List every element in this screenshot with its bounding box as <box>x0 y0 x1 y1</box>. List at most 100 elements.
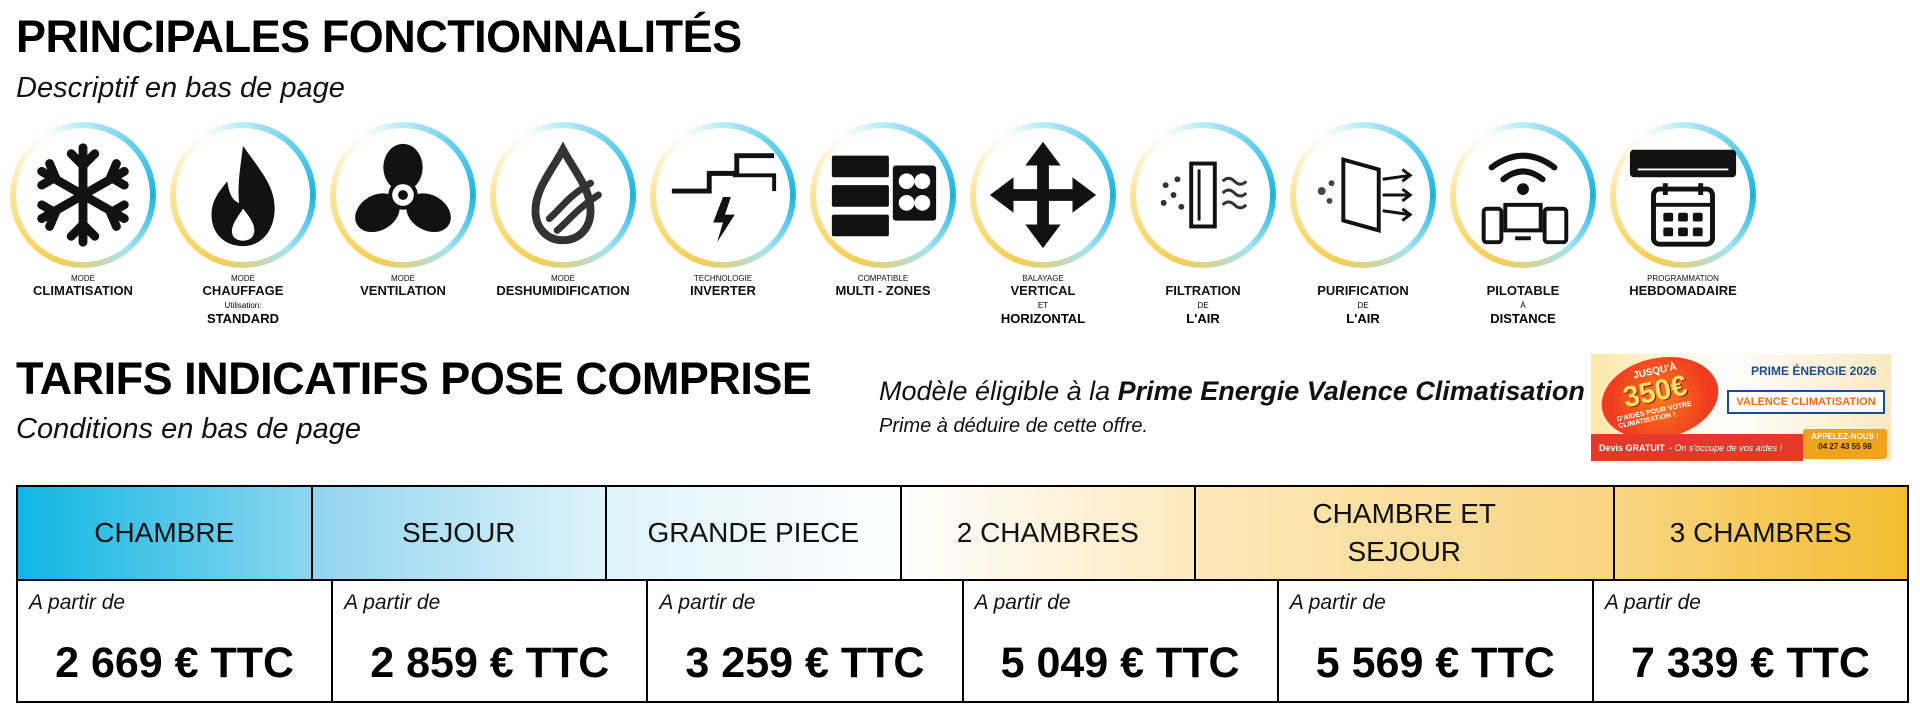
price-value: 5 049 € TTC <box>1000 639 1240 687</box>
feature-label-2: L'AIR <box>1186 311 1220 327</box>
prime-energie-banner: JUSQU'À 350€ D'AIDES POUR VOTRE CLIMATIS… <box>1591 354 1891 461</box>
feature-label-2: HORIZONTAL <box>1000 311 1086 327</box>
feature-connector: À <box>1520 300 1526 310</box>
from-label: A partir de <box>659 591 756 614</box>
price-header-5: CHAMBRE ET SEJOUR <box>1196 487 1615 579</box>
fan-icon <box>355 143 451 233</box>
price-cell-2: A partir de 2 859 € TTC <box>333 581 649 701</box>
prime-eligibility: Modèle éligible à la Prime Energie Valen… <box>879 376 1585 438</box>
price-header-1: CHAMBRE <box>18 487 313 579</box>
price-value: 3 259 € TTC <box>685 639 925 687</box>
feature-pilotable: PILOTABLE À DISTANCE <box>1448 122 1598 327</box>
banner-call: APPELEZ-NOUS ! 04 27 43 55 98 <box>1803 429 1887 459</box>
feature-badge <box>810 122 956 268</box>
feature-label: VENTILATION <box>360 283 446 298</box>
feature-label-2: DISTANCE <box>1490 311 1556 327</box>
price-header-2: SEJOUR <box>312 487 607 579</box>
feature-badge <box>1610 122 1756 268</box>
feature-badge <box>330 122 476 268</box>
feature-connector: DE <box>1197 300 1209 310</box>
feature-connector: DE <box>1357 300 1369 310</box>
feature-kicker: MODE <box>71 274 95 283</box>
feature-kicker: TECHNOLOGIE <box>693 274 753 283</box>
feature-inverter: TECHNOLOGIE INVERTER <box>648 122 798 298</box>
feature-badge <box>10 122 156 268</box>
feature-filtration: FILTRATION DE L'AIR <box>1128 122 1278 327</box>
feature-badge <box>1130 122 1276 268</box>
prime-deduction-note: Prime à déduire de cette offre. <box>879 415 1149 437</box>
features-row: MODE CLIMATISATION MODE CHAUFFAGE Utilisatio… <box>8 122 1768 327</box>
purification-icon <box>1317 157 1413 233</box>
feature-badge <box>970 122 1116 268</box>
feature-kicker: BALAYAGE <box>1022 274 1064 283</box>
feature-climatisation: MODE CLIMATISATION <box>8 122 158 298</box>
feature-kicker: COMPATIBLE <box>857 274 909 283</box>
feature-kicker: MODE <box>231 274 255 283</box>
price-cell-4: A partir de 5 049 € TTC <box>964 581 1279 701</box>
feature-label: FILTRATION <box>1165 283 1241 298</box>
filter-icon <box>1160 161 1248 229</box>
price-cell-5: A partir de 5 569 € TTC <box>1279 581 1594 701</box>
feature-badge <box>650 122 796 268</box>
price-value: 7 339 € TTC <box>1630 639 1870 687</box>
features-subtitle: Descriptif en bas de page <box>16 72 345 104</box>
price-table-header: CHAMBRE SEJOUR GRANDE PIECE 2 CHAMBRES CHAMB… <box>18 487 1907 581</box>
feature-hebdomadaire: PROGRAMMATION HEBDOMADAIRE <box>1608 122 1758 298</box>
features-title: PRINCIPALES FONCTIONNALITÉS <box>16 11 742 62</box>
feature-deshumidification: MODE DESHUMIDIFICATION <box>488 122 638 298</box>
feature-label-2: L'AIR <box>1346 311 1380 327</box>
feature-badge <box>490 122 636 268</box>
feature-label: DESHUMIDIFICATION <box>496 283 630 298</box>
multi-zones-icon <box>831 155 937 237</box>
droplet-icon <box>531 141 602 245</box>
feature-vertical: BALAYAGE VERTICAL ET HORIZONTAL <box>968 122 1118 327</box>
price-table: CHAMBRE SEJOUR GRANDE PIECE 2 CHAMBRES CHAMB… <box>16 485 1909 703</box>
price-header-4: 2 CHAMBRES <box>901 487 1196 579</box>
feature-label: MULTI - ZONES <box>835 283 931 298</box>
feature-connector: ET <box>1037 300 1049 310</box>
price-header-6: 3 CHAMBRES <box>1614 487 1907 579</box>
feature-badge <box>1290 122 1436 268</box>
feature-multi-zones: COMPATIBLE MULTI - ZONES <box>808 122 958 298</box>
price-value: 2 859 € TTC <box>370 639 610 687</box>
feature-purification: PURIFICATION DE L'AIR <box>1288 122 1438 327</box>
arrows-icon <box>989 141 1097 249</box>
banner-company: VALENCE CLIMATISATION <box>1727 390 1885 414</box>
price-cell-6: A partir de 7 339 € TTC <box>1594 581 1907 701</box>
feature-badge <box>1450 122 1596 268</box>
from-label: A partir de <box>974 591 1071 614</box>
snowflake-icon <box>37 143 129 247</box>
prime-program-name: Prime Energie Valence Climatisation <box>1117 376 1585 406</box>
feature-kicker: MODE <box>551 274 575 283</box>
from-label: A partir de <box>1604 591 1701 614</box>
banner-devis: Devis GRATUIT <box>1599 442 1665 453</box>
price-header-3: GRANDE PIECE <box>607 487 902 579</box>
price-value: 5 569 € TTC <box>1315 639 1555 687</box>
banner-title: PRIME ÉNERGIE 2026 <box>1751 364 1877 378</box>
feature-connector: Utilisation: <box>224 300 262 310</box>
from-label: A partir de <box>344 591 441 614</box>
feature-kicker: PROGRAMMATION <box>1647 274 1719 283</box>
feature-label: INVERTER <box>690 283 756 298</box>
feature-label: CHAUFFAGE <box>202 283 284 298</box>
from-label: A partir de <box>1289 591 1386 614</box>
from-label: A partir de <box>29 591 126 614</box>
banner-call-label: APPELEZ-NOUS ! <box>1811 432 1879 441</box>
feature-ventilation: MODE VENTILATION <box>328 122 478 298</box>
prime-eligibility-line: Modèle éligible à la Prime Energie Valen… <box>879 376 1585 407</box>
price-cell-1: A partir de 2 669 € TTC <box>18 581 334 701</box>
feature-label: CLIMATISATION <box>33 283 133 298</box>
banner-phone: 04 27 43 55 98 <box>1818 441 1872 451</box>
inverter-icon <box>671 153 777 243</box>
feature-label: HEBDOMADAIRE <box>1629 283 1737 298</box>
feature-badge <box>170 122 316 268</box>
banner-devis-bar: Devis GRATUIT - On s'occupe de vos aides … <box>1591 434 1803 461</box>
feature-label: VERTICAL <box>1010 283 1076 298</box>
banner-devis-note: - On s'occupe de vos aides ! <box>1668 442 1783 453</box>
wifi-devices-icon <box>1481 152 1569 245</box>
feature-label: PURIFICATION <box>1317 283 1409 298</box>
prime-prefix: Modèle éligible à la <box>879 376 1118 406</box>
feature-label: PILOTABLE <box>1486 283 1560 298</box>
price-table-body: A partir de 2 669 € TTC A partir de 2 859 €… <box>18 581 1907 701</box>
tarifs-subtitle: Conditions en bas de page <box>16 413 362 445</box>
